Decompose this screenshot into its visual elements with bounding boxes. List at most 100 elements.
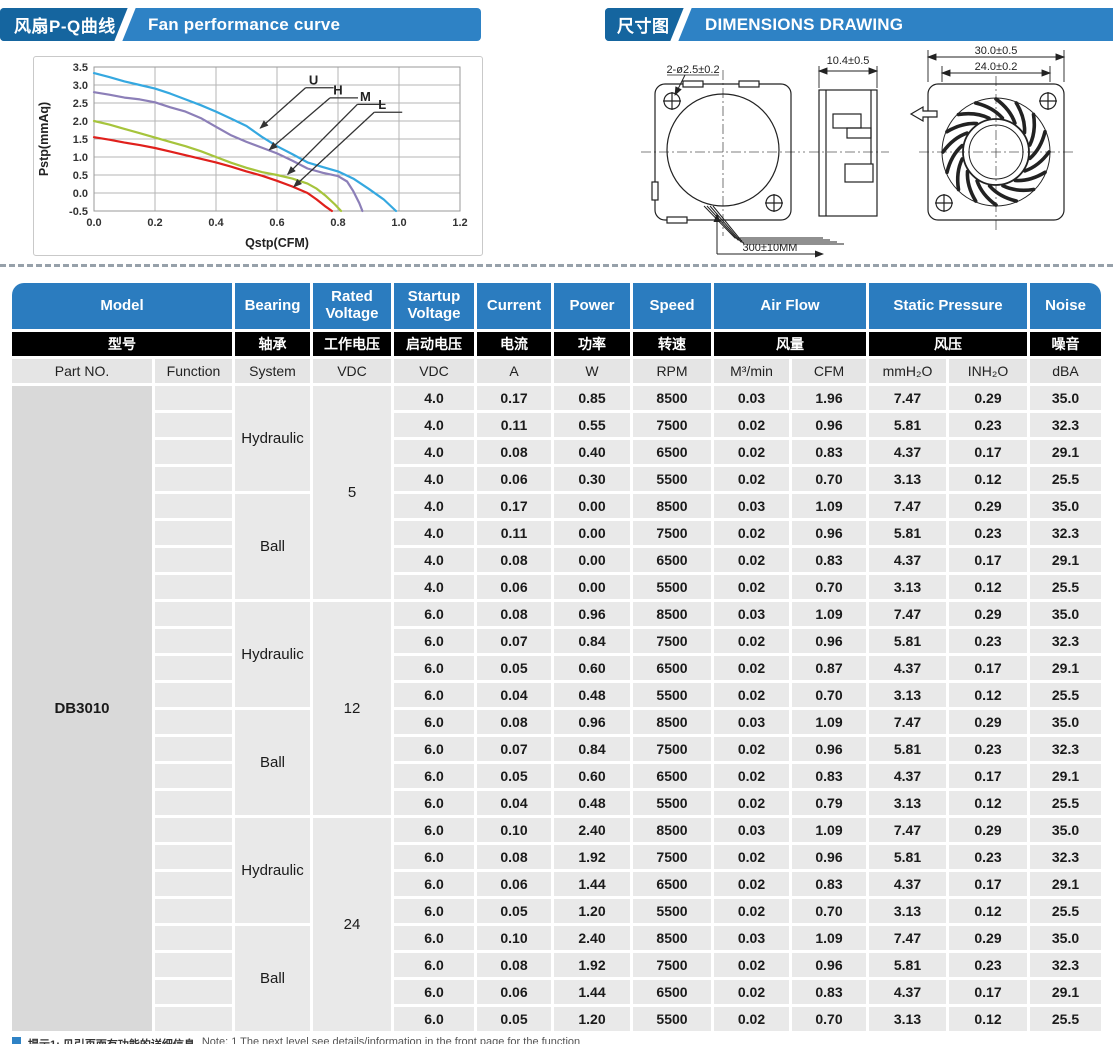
col-header-en: Static Pressure (869, 283, 1027, 329)
col-unit: M³/min (714, 359, 789, 383)
value-cell: 0.83 (792, 440, 866, 464)
col-unit: A (477, 359, 551, 383)
depth-dim-label: 10.4±0.5 (827, 55, 870, 67)
bearing-cell: Ball (235, 494, 310, 599)
value-cell: 0.02 (714, 764, 789, 788)
wire-dim-label: 300±10MM (743, 242, 798, 254)
value-cell: 3.13 (869, 899, 946, 923)
fan-curve-title-zh: 风扇P-Q曲线 (14, 17, 116, 36)
value-cell: 0.23 (949, 629, 1027, 653)
function-cell (155, 926, 232, 950)
value-cell: 6.0 (394, 629, 474, 653)
value-cell: 0.02 (714, 791, 789, 815)
value-cell: 6.0 (394, 980, 474, 1004)
value-cell: 7.47 (869, 818, 946, 842)
value-cell: 0.02 (714, 548, 789, 572)
value-cell: 8500 (633, 386, 711, 410)
value-cell: 0.96 (792, 521, 866, 545)
value-cell: 5.81 (869, 629, 946, 653)
svg-text:1.2: 1.2 (452, 217, 467, 229)
rear-view (909, 76, 1075, 232)
value-cell: 4.37 (869, 980, 946, 1004)
svg-text:0.0: 0.0 (86, 217, 101, 229)
value-cell: 1.96 (792, 386, 866, 410)
value-cell: 6.0 (394, 683, 474, 707)
value-cell: 32.3 (1030, 737, 1101, 761)
svg-text:1.0: 1.0 (73, 152, 88, 164)
value-cell: 5.81 (869, 521, 946, 545)
value-cell: 0.96 (792, 629, 866, 653)
value-cell: 0.07 (477, 737, 551, 761)
value-cell: 7500 (633, 845, 711, 869)
value-cell: 35.0 (1030, 602, 1101, 626)
value-cell: 5.81 (869, 953, 946, 977)
value-cell: 0.79 (792, 791, 866, 815)
value-cell: 3.13 (869, 791, 946, 815)
value-cell: 4.37 (869, 548, 946, 572)
value-cell: 0.02 (714, 683, 789, 707)
screw-hole (765, 194, 783, 212)
value-cell: 0.23 (949, 413, 1027, 437)
outer-dim-label: 30.0±0.5 (975, 45, 1018, 57)
value-cell: 0.05 (477, 656, 551, 680)
value-cell: 5500 (633, 1007, 711, 1031)
part-no-cell: DB3010 (12, 386, 152, 1031)
value-cell: 0.08 (477, 440, 551, 464)
value-cell: 0.70 (792, 467, 866, 491)
fan-curve-title-en: Fan performance curve (148, 14, 341, 34)
value-cell: 7500 (633, 737, 711, 761)
dimensions-title-zh: 尺寸图 (617, 17, 670, 36)
function-cell (155, 467, 232, 491)
value-cell: 4.37 (869, 440, 946, 464)
value-cell: 4.37 (869, 872, 946, 896)
value-cell: 0.23 (949, 953, 1027, 977)
value-cell: 0.03 (714, 818, 789, 842)
rated-voltage-cell: 24 (313, 818, 391, 1031)
value-cell: 0.17 (949, 656, 1027, 680)
value-cell: 0.03 (714, 386, 789, 410)
value-cell: 7500 (633, 629, 711, 653)
value-cell: 1.20 (554, 899, 630, 923)
side-view (809, 89, 889, 217)
table-header-en: Model Bearing Rated Voltage Startup Voltage… (12, 283, 1101, 329)
value-cell: 5500 (633, 575, 711, 599)
value-cell: 25.5 (1030, 683, 1101, 707)
value-cell: 6.0 (394, 602, 474, 626)
value-cell: 32.3 (1030, 629, 1101, 653)
value-cell: 0.12 (949, 899, 1027, 923)
screw-hole (663, 92, 681, 110)
footnote: 提示1: 见引页面有功能的详细信息 Note: 1 The next level… (12, 1036, 1097, 1044)
spec-table: Model Bearing Rated Voltage Startup Voltage… (12, 283, 1101, 1031)
value-cell: 4.0 (394, 494, 474, 518)
value-cell: 29.1 (1030, 764, 1101, 788)
value-cell: 0.00 (554, 548, 630, 572)
footnote-bullet-icon (12, 1037, 21, 1044)
value-cell: 4.0 (394, 386, 474, 410)
value-cell: 2.40 (554, 926, 630, 950)
value-cell: 0.02 (714, 656, 789, 680)
value-cell: 8500 (633, 602, 711, 626)
col-unit: VDC (313, 359, 391, 383)
function-cell (155, 791, 232, 815)
col-header-en: Air Flow (714, 283, 866, 329)
value-cell: 4.0 (394, 467, 474, 491)
function-cell (155, 953, 232, 977)
svg-text:Pstp(mmAq): Pstp(mmAq) (37, 102, 51, 176)
value-cell: 32.3 (1030, 521, 1101, 545)
screw-hole (935, 194, 953, 212)
value-cell: 6500 (633, 872, 711, 896)
value-cell: 1.09 (792, 818, 866, 842)
value-cell: 0.02 (714, 467, 789, 491)
value-cell: 0.70 (792, 575, 866, 599)
function-cell (155, 494, 232, 518)
value-cell: 0.30 (554, 467, 630, 491)
value-cell: 0.05 (477, 899, 551, 923)
value-cell: 0.08 (477, 710, 551, 734)
value-cell: 6500 (633, 980, 711, 1004)
value-cell: 0.84 (554, 629, 630, 653)
col-header-en: Model (12, 283, 232, 329)
col-unit: Function (155, 359, 232, 383)
value-cell: 6.0 (394, 1007, 474, 1031)
value-cell: 1.92 (554, 953, 630, 977)
pq-chart: -0.5 0.0 0.5 1.0 1.5 2.0 2.5 3.0 3.5 0.0 0.2 0.4 0.6… (33, 56, 483, 256)
